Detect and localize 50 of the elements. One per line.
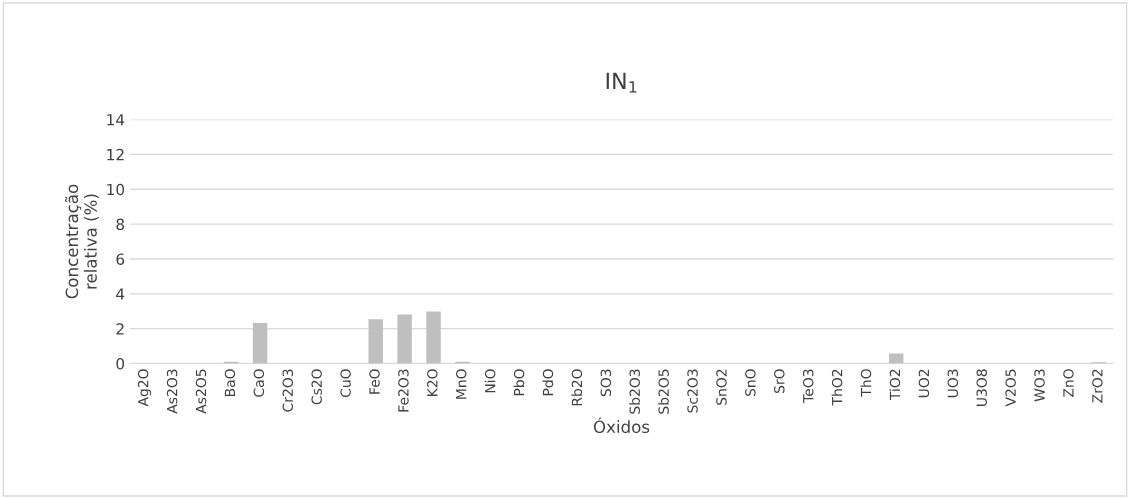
x-tick-label: UO2 xyxy=(918,369,930,398)
x-tick-label: FeO xyxy=(369,369,380,394)
x-tick-label: TiO2 xyxy=(889,369,901,401)
y-tick-label: 8 xyxy=(116,218,125,231)
chart-title: IN$_{1}$ xyxy=(606,72,637,93)
x-tick-label: Fe2O3 xyxy=(398,369,409,412)
x-tick-label: BaO xyxy=(224,369,236,397)
x-tick-label: As2O5 xyxy=(195,369,207,414)
x-tick-label: Sb2O5 xyxy=(658,369,669,414)
x-tick-label: K2O xyxy=(427,369,438,396)
x-tick-label: V2O5 xyxy=(1005,369,1016,407)
x-tick-label: MnO xyxy=(455,369,467,399)
x-tick-label: SO3 xyxy=(600,369,612,397)
x-tick-label: As2O3 xyxy=(166,369,178,414)
y-tick-label: 4 xyxy=(116,288,125,300)
y-axis-title: Concentração relativa (%) xyxy=(65,184,99,299)
x-tick-label: PbO xyxy=(513,369,525,396)
x-tick-label: ThO2 xyxy=(831,369,843,406)
x-tick-label: Sb2O3 xyxy=(629,369,640,414)
x-tick-label: TeO3 xyxy=(802,369,814,403)
x-tick-label: Cr2O3 xyxy=(282,369,294,412)
y-tick-label: 2 xyxy=(116,323,124,335)
y-tick-label: 6 xyxy=(116,253,125,265)
x-tick-label: U3O8 xyxy=(976,369,987,406)
x-tick-label: NiO xyxy=(484,369,496,393)
y-tick-label: 10 xyxy=(107,183,125,196)
y-tick-label: 14 xyxy=(107,114,125,126)
x-tick-label: ZrO2 xyxy=(1092,369,1103,403)
bar xyxy=(368,319,383,364)
bar xyxy=(252,322,268,364)
bar xyxy=(888,353,904,364)
x-tick-label: SnO xyxy=(745,369,756,397)
x-axis-title: Óxidos xyxy=(593,417,650,434)
y-tick-label: 12 xyxy=(107,148,124,161)
x-tick-label: WO3 xyxy=(1034,369,1045,402)
x-tick-label: PdO xyxy=(542,369,554,396)
x-tick-label: SrO xyxy=(774,369,785,393)
bar xyxy=(426,311,441,364)
x-tick-label: Sc2O3 xyxy=(687,369,698,413)
x-tick-label: CuO xyxy=(340,369,351,398)
x-tick-label: Ag2O xyxy=(137,369,152,407)
x-tick-label: Rb2O xyxy=(571,369,583,406)
x-tick-label: CaO xyxy=(253,369,265,397)
bar xyxy=(397,314,412,364)
x-tick-label: UO3 xyxy=(947,369,959,398)
x-tick-label: ThO xyxy=(860,369,872,397)
x-tick-label: SnO2 xyxy=(716,369,727,405)
x-tick-label: ZnO xyxy=(1063,369,1074,398)
y-tick-label: 0 xyxy=(116,358,125,370)
x-tick-label: Cs2O xyxy=(311,369,322,405)
